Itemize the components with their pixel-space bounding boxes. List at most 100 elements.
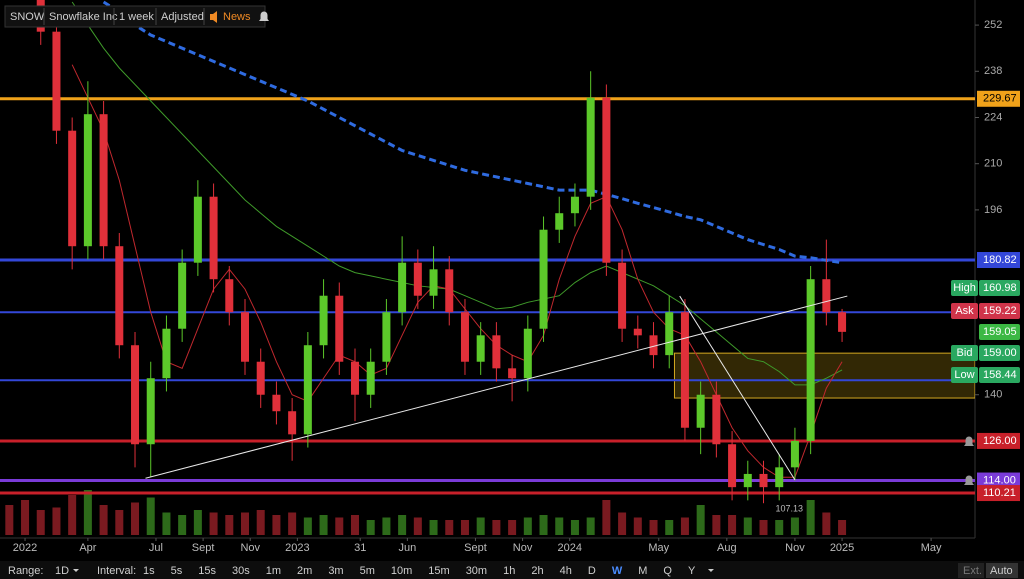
symbol[interactable]: SNOW	[10, 11, 45, 23]
interval[interactable]: Y	[688, 565, 696, 577]
candle-body	[209, 196, 218, 280]
volume-bar	[335, 517, 344, 535]
quote-value: 159.00	[983, 347, 1017, 359]
candle-body	[241, 312, 250, 362]
interval[interactable]: 2h	[531, 565, 543, 577]
interval[interactable]: Q	[663, 565, 672, 577]
candle-body	[146, 378, 155, 445]
interval[interactable]: W	[612, 565, 623, 577]
volume-bar	[680, 517, 689, 535]
volume-bar	[728, 515, 737, 535]
interval[interactable]: M	[638, 565, 647, 577]
candle-body	[775, 467, 784, 488]
ui: SNOW Snowflake Inc 1 week Adjusted News …	[0, 5, 1024, 579]
quote-value: 160.98	[983, 282, 1017, 294]
volume-bar	[382, 517, 391, 535]
volume-bar	[539, 515, 548, 535]
volume-bar	[209, 512, 218, 535]
candle-body	[178, 262, 187, 329]
news-icon	[210, 11, 217, 23]
quote-box	[979, 345, 1020, 361]
interval[interactable]: 3m	[328, 565, 343, 577]
volume-bar	[241, 512, 250, 535]
volume-bar	[790, 517, 799, 535]
volume-bar	[413, 517, 422, 535]
period[interactable]: 1 week	[119, 11, 154, 23]
adjust[interactable]: Adjusted	[161, 11, 204, 23]
candle-body	[382, 312, 391, 362]
level-label: 229.67	[983, 93, 1017, 105]
auto[interactable]: Auto	[990, 565, 1013, 577]
quote-name-box	[951, 345, 978, 361]
auto-button[interactable]	[986, 563, 1018, 578]
candle-body	[115, 246, 124, 346]
interval[interactable]: D	[588, 565, 596, 577]
volume-bar	[193, 510, 202, 535]
volume-bar	[99, 505, 108, 535]
interval[interactable]: 4h	[560, 565, 572, 577]
trendline	[679, 295, 796, 481]
interval[interactable]: 2m	[297, 565, 312, 577]
dropdown	[707, 569, 714, 572]
x-tick-label: 31	[354, 542, 366, 554]
candle-body	[586, 97, 595, 197]
x-tick-label: May	[921, 542, 942, 554]
candle-body	[696, 394, 705, 428]
bell-icon[interactable]	[259, 11, 269, 21]
candle-body	[445, 269, 454, 313]
volume-bar	[570, 520, 579, 535]
volume-bar	[822, 512, 831, 535]
ext[interactable]: Ext.	[963, 565, 982, 577]
interval[interactable]: 1m	[266, 565, 281, 577]
x-tick-label: Nov	[785, 542, 805, 554]
interval[interactable]: 10m	[391, 565, 412, 577]
level-tag	[977, 485, 1020, 502]
volume-bar	[350, 515, 359, 535]
candle-body	[822, 279, 831, 313]
candle-body	[193, 196, 202, 263]
interval[interactable]: 5s	[171, 565, 183, 577]
interval[interactable]: 15m	[428, 565, 449, 577]
candle-body	[712, 394, 721, 445]
ext-button[interactable]	[958, 563, 984, 578]
volume-bar	[665, 520, 674, 535]
x-tick-label: Sept	[192, 542, 215, 554]
volume-bar	[445, 520, 454, 535]
candle-body	[225, 279, 234, 313]
range[interactable]: 1D	[55, 565, 69, 577]
interval[interactable]: 15s	[198, 565, 216, 577]
interval[interactable]: 5m	[360, 565, 375, 577]
interval[interactable]: 1h	[503, 565, 515, 577]
level-label: 114.00	[983, 474, 1016, 486]
volume-bar	[21, 500, 30, 535]
candle-body	[398, 262, 407, 313]
volume-bar	[743, 517, 752, 535]
volume-bar	[131, 502, 140, 535]
alert-icon[interactable]	[964, 475, 974, 486]
quote-name: High	[953, 282, 976, 294]
volume-bar	[508, 520, 517, 535]
quote-box	[979, 280, 1020, 296]
price-zone	[673, 352, 975, 399]
volume-bar	[52, 507, 61, 535]
alert-icon[interactable]	[964, 436, 974, 446]
candle-body	[288, 411, 297, 435]
interval[interactable]: 1s	[143, 565, 155, 577]
level-tag	[977, 432, 1020, 449]
quote-name-box	[951, 303, 978, 319]
candle-body	[52, 31, 61, 131]
x-tick-label: 2024	[557, 542, 581, 554]
level-label: 126.00	[983, 435, 1017, 447]
x-tick-label: Jul	[149, 542, 163, 554]
candle-body	[680, 312, 689, 428]
news[interactable]: News	[223, 11, 251, 23]
interval[interactable]: 30s	[232, 565, 250, 577]
level-tag	[977, 90, 1020, 107]
volume-bar	[256, 510, 265, 535]
candle-body	[570, 196, 579, 214]
volume-bar	[398, 515, 407, 535]
range-label: Range:	[8, 565, 43, 577]
interval[interactable]: 30m	[466, 565, 487, 577]
quote-name: Ask	[955, 305, 974, 317]
